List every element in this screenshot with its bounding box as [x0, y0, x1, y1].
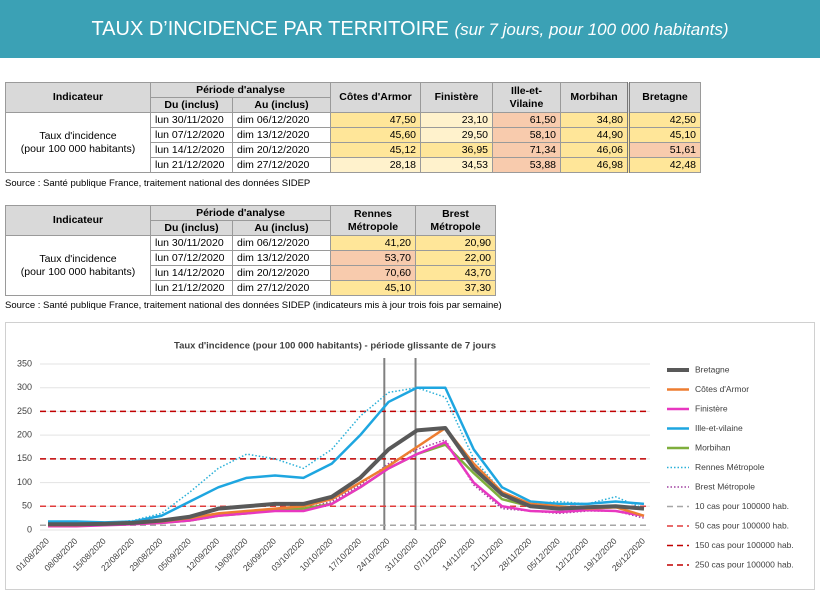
cell: dim 27/12/2020: [232, 157, 331, 173]
cell: 51,61: [627, 142, 701, 158]
indicator-line: (pour 100 000 habitants): [20, 265, 136, 278]
cell: 34,80: [560, 112, 629, 128]
cell: lun 07/12/2020: [150, 250, 233, 266]
legend-label: Morbihan: [695, 442, 731, 452]
cell: 70,60: [330, 265, 416, 281]
cell: lun 21/12/2020: [150, 157, 233, 173]
header-cell: Période d'analyse: [150, 205, 331, 221]
cell: dim 20/12/2020: [232, 265, 331, 281]
cell: 23,10: [420, 112, 493, 128]
header-cell: Côtes d'Armor: [330, 82, 421, 113]
cell: dim 13/12/2020: [232, 250, 331, 266]
series-line: [48, 426, 645, 527]
header-cell: Finistère: [420, 82, 493, 113]
legend-label: Côtes d'Armor: [695, 384, 749, 394]
y-tick-label: 200: [17, 430, 32, 440]
cell: 42,48: [627, 157, 701, 173]
legend-label: Brest Métropole: [695, 481, 755, 491]
header-cell: Rennes Métropole: [330, 205, 416, 236]
cell: 71,34: [492, 142, 561, 158]
cell: 53,88: [492, 157, 561, 173]
indicator-cell: Taux d'incidence (pour 100 000 habitants): [5, 112, 151, 173]
source-note: Source : Santé publique France, traiteme…: [5, 178, 311, 189]
y-tick-label: 150: [17, 453, 32, 463]
legend-label: Ille-et-vilaine: [695, 423, 743, 433]
header-cell: Brest Métropole: [415, 205, 496, 236]
cell: dim 27/12/2020: [232, 280, 331, 296]
cell: dim 06/12/2020: [232, 235, 331, 251]
legend-label: 250 cas pour 100000 hab.: [695, 559, 794, 569]
legend-label: Bretagne: [695, 364, 730, 374]
cell: 42,50: [627, 112, 701, 128]
cell: dim 20/12/2020: [232, 142, 331, 158]
cell: 43,70: [415, 265, 496, 281]
indicator-line: Taux d'incidence: [39, 252, 117, 265]
indicator-cell: Taux d'incidence (pour 100 000 habitants): [5, 235, 151, 296]
cell: 46,06: [560, 142, 629, 158]
y-tick-label: 50: [22, 501, 32, 511]
cell: 45,10: [330, 280, 416, 296]
cell: dim 13/12/2020: [232, 127, 331, 143]
cell: 29,50: [420, 127, 493, 143]
legend-label: Rennes Métropole: [695, 462, 765, 472]
legend-label: 50 cas pour 100000 hab.: [695, 520, 789, 530]
cell: 46,98: [560, 157, 629, 173]
cell: 28,18: [330, 157, 421, 173]
legend-label: Finistère: [695, 403, 728, 413]
y-tick-label: 100: [17, 477, 32, 487]
header-cell: Ille-et-Vilaine: [492, 82, 561, 113]
cell: 61,50: [492, 112, 561, 128]
cell: 34,53: [420, 157, 493, 173]
cell: 45,12: [330, 142, 421, 158]
header: TAUX D’INCIDENCE PAR TERRITOIRE (sur 7 j…: [0, 0, 820, 58]
header-cell: Période d'analyse: [150, 82, 331, 98]
cell: 45,10: [627, 127, 701, 143]
cell: lun 14/12/2020: [150, 265, 233, 281]
cell: lun 14/12/2020: [150, 142, 233, 158]
indicator-line: (pour 100 000 habitants): [20, 142, 136, 155]
source-note: Source : Santé publique France, traiteme…: [5, 300, 502, 311]
header-cell: Au (inclus): [232, 220, 331, 236]
cell: 22,00: [415, 250, 496, 266]
header-cell: Du (inclus): [150, 97, 233, 113]
header-title: TAUX D’INCIDENCE PAR TERRITOIRE: [91, 18, 449, 40]
indicator-line: Taux d'incidence: [39, 129, 117, 142]
y-tick-label: 250: [17, 406, 32, 416]
cell: 36,95: [420, 142, 493, 158]
cell: 41,20: [330, 235, 416, 251]
cell: lun 30/11/2020: [150, 112, 233, 128]
table-departements: Indicateur Période d'analyse Côtes d'Armor…: [5, 82, 701, 173]
header-cell: Morbihan: [560, 82, 629, 113]
header-cell: Au (inclus): [232, 97, 331, 113]
table-metropoles: Indicateur Période d'analyse Rennes Métrop…: [5, 205, 496, 296]
cell: 45,60: [330, 127, 421, 143]
cell: 44,90: [560, 127, 629, 143]
header-cell: Indicateur: [5, 82, 151, 113]
y-tick-label: 0: [27, 524, 32, 534]
cell: lun 07/12/2020: [150, 127, 233, 143]
cell: 37,30: [415, 280, 496, 296]
series-line: [48, 386, 645, 524]
cell: lun 30/11/2020: [150, 235, 233, 251]
legend-label: 10 cas pour 100000 hab.: [695, 501, 789, 511]
legend-label: 150 cas pour 100000 hab.: [695, 540, 794, 550]
header-subtitle: (sur 7 jours, pour 100 000 habitants): [454, 20, 729, 39]
cell: 20,90: [415, 235, 496, 251]
cell: dim 06/12/2020: [232, 112, 331, 128]
y-tick-label: 300: [17, 382, 32, 392]
chart: Taux d'incidence (pour 100 000 habitants…: [5, 322, 815, 590]
header-cell: Indicateur: [5, 205, 151, 236]
cell: 47,50: [330, 112, 421, 128]
cell: 58,10: [492, 127, 561, 143]
header-cell: Bretagne: [627, 82, 701, 113]
series-line: [48, 386, 645, 524]
y-tick-label: 350: [17, 358, 32, 368]
cell: 53,70: [330, 250, 416, 266]
cell: lun 21/12/2020: [150, 280, 233, 296]
header-cell: Du (inclus): [150, 220, 233, 236]
chart-title: Taux d'incidence (pour 100 000 habitants…: [174, 341, 496, 352]
